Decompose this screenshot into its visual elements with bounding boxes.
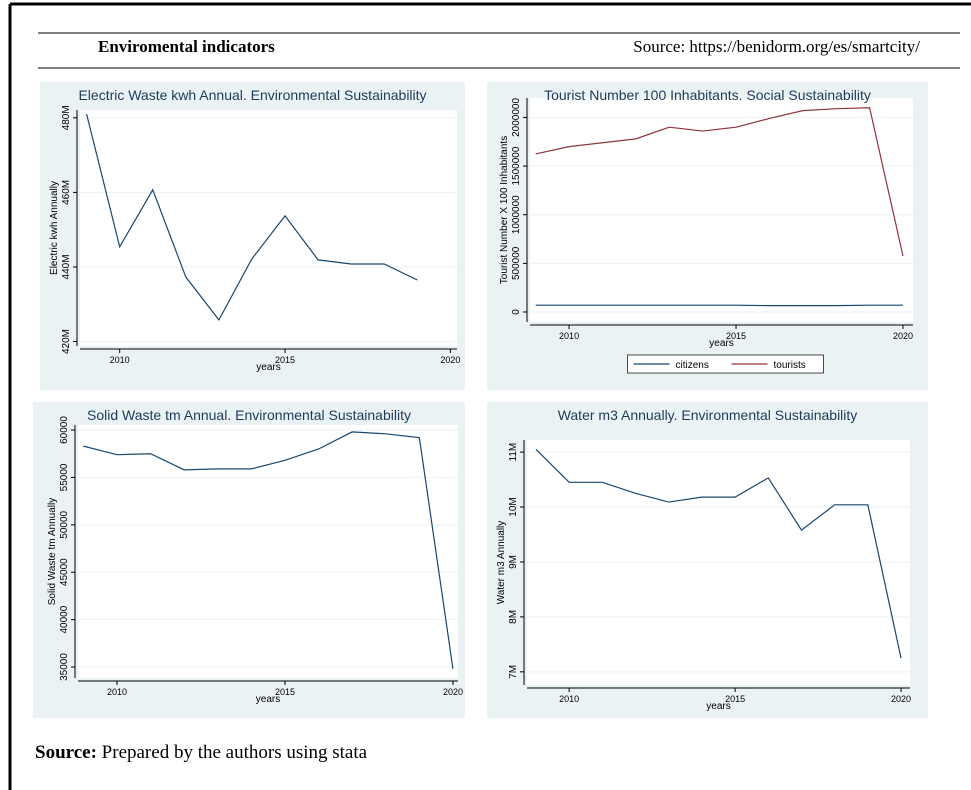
chart-title: Tourist Number 100 Inhabitants. Social S… [544, 87, 871, 103]
header-source: Source: https://benidorm.org/es/smartcit… [633, 37, 920, 56]
x-tick-label: 2015 [725, 694, 745, 704]
legend-label: citizens [676, 360, 709, 371]
x-axis-label: years [706, 701, 730, 712]
x-tick-label: 2020 [891, 694, 911, 704]
x-axis-label: years [709, 338, 733, 349]
y-tick-label: 40000 [59, 605, 70, 633]
x-tick-label: 2020 [893, 331, 913, 341]
y-tick-label: 11M [508, 443, 519, 462]
y-tick-label: 45000 [59, 558, 70, 586]
plot-area [527, 440, 910, 685]
y-axis-label: Water m3 Annually [496, 521, 507, 605]
x-axis-label: years [256, 362, 280, 373]
x-tick-label: 2020 [440, 355, 460, 365]
y-tick-label: 420M [61, 329, 72, 354]
data-line [83, 431, 454, 669]
data-line [535, 448, 902, 659]
x-tick-label: 2010 [110, 355, 130, 365]
legend-box [627, 354, 824, 374]
chart-title: Electric Waste kwh Annual. Environmental… [78, 87, 426, 103]
y-tick-label: 50000 [59, 510, 70, 538]
x-tick-label: 2015 [275, 687, 295, 697]
y-tick-label: 10M [508, 497, 519, 516]
footer: Source: Prepared by the authors using st… [35, 742, 368, 763]
y-tick-label: 60000 [59, 416, 70, 444]
y-tick-label: 35000 [59, 653, 70, 681]
x-tick-label: 2010 [559, 694, 579, 704]
y-axis-label: Tourist Number X 100 Inhabitants [499, 136, 510, 284]
y-axis-label: Electric kwh Annually [49, 181, 60, 275]
x-axis-label: years [256, 694, 280, 705]
y-axis-label: Solid Waste tm Annually [47, 498, 58, 605]
data-line [535, 107, 904, 257]
y-tick-label: 1500000 [511, 146, 522, 185]
y-tick-label: 480M [61, 105, 72, 130]
x-tick-label: 2010 [559, 331, 579, 341]
x-tick-label: 2015 [275, 355, 295, 365]
y-tick-label: 500000 [511, 246, 522, 280]
y-tick-label: 2000000 [511, 98, 522, 137]
x-tick-label: 2010 [107, 687, 127, 697]
footer-label: Source: [35, 742, 97, 763]
plot-area [80, 110, 457, 346]
legend-label: tourists [774, 360, 806, 371]
y-tick-label: 55000 [59, 463, 70, 491]
y-tick-label: 0 [511, 309, 522, 315]
y-tick-label: 8M [508, 610, 519, 624]
y-tick-label: 9M [508, 555, 519, 569]
plot-area [530, 98, 913, 322]
y-tick-label: 440M [61, 254, 72, 279]
chart-title: Solid Waste tm Annual. Environmental Sus… [87, 407, 411, 423]
footer-text: Prepared by the authors using stata [97, 742, 368, 763]
y-tick-label: 7M [508, 665, 519, 679]
y-tick-label: 460M [61, 180, 72, 205]
x-tick-label: 2015 [726, 331, 746, 341]
chart-title: Water m3 Annually. Environmental Sustain… [558, 407, 858, 423]
x-tick-label: 2020 [443, 687, 463, 697]
header-title: Enviromental indicators [98, 37, 275, 56]
plot-area [78, 425, 458, 678]
y-tick-label: 1000000 [511, 195, 522, 234]
data-line [86, 113, 418, 321]
